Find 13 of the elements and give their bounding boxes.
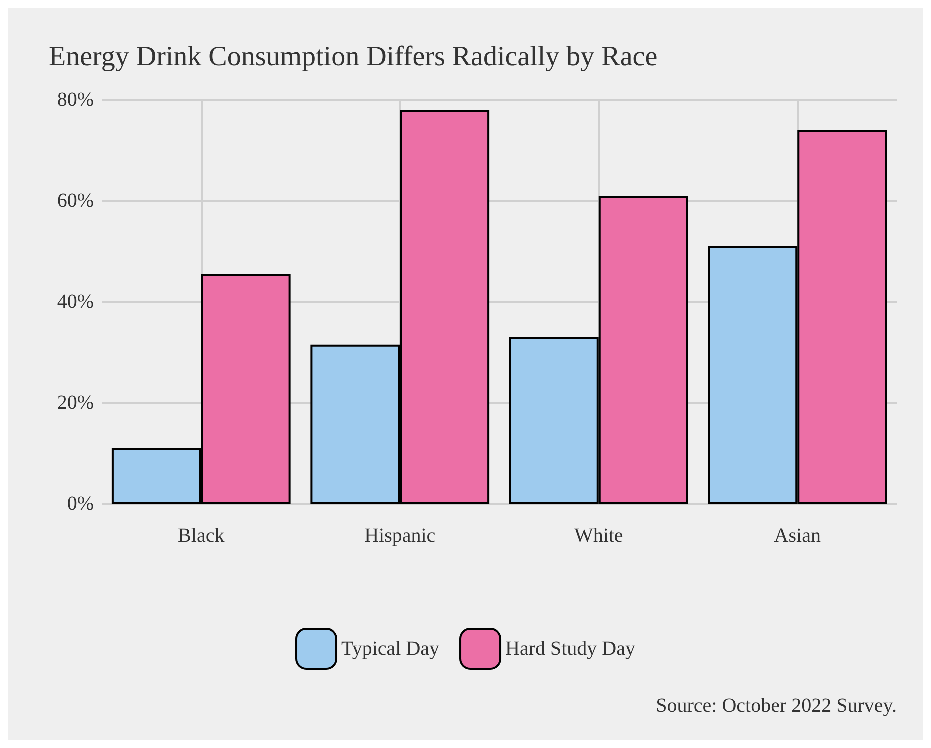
legend-label: Hard Study Day: [506, 638, 636, 660]
y-tick-label: 20%: [57, 392, 94, 414]
legend-label: Typical Day: [342, 638, 440, 660]
x-tick-label: Hispanic: [364, 525, 436, 547]
y-tick-label: 40%: [57, 291, 94, 313]
y-tick-label: 60%: [57, 190, 94, 212]
x-tick-label: Black: [178, 525, 225, 547]
x-tick-label: Asian: [774, 525, 821, 547]
y-tick-label: 80%: [57, 89, 94, 111]
source-note: Source: October 2022 Survey.: [656, 695, 898, 717]
chart-title: Energy Drink Consumption Differs Radically by Race: [49, 42, 658, 72]
x-tick-label: White: [574, 525, 624, 547]
y-tick-label: 0%: [67, 493, 94, 515]
